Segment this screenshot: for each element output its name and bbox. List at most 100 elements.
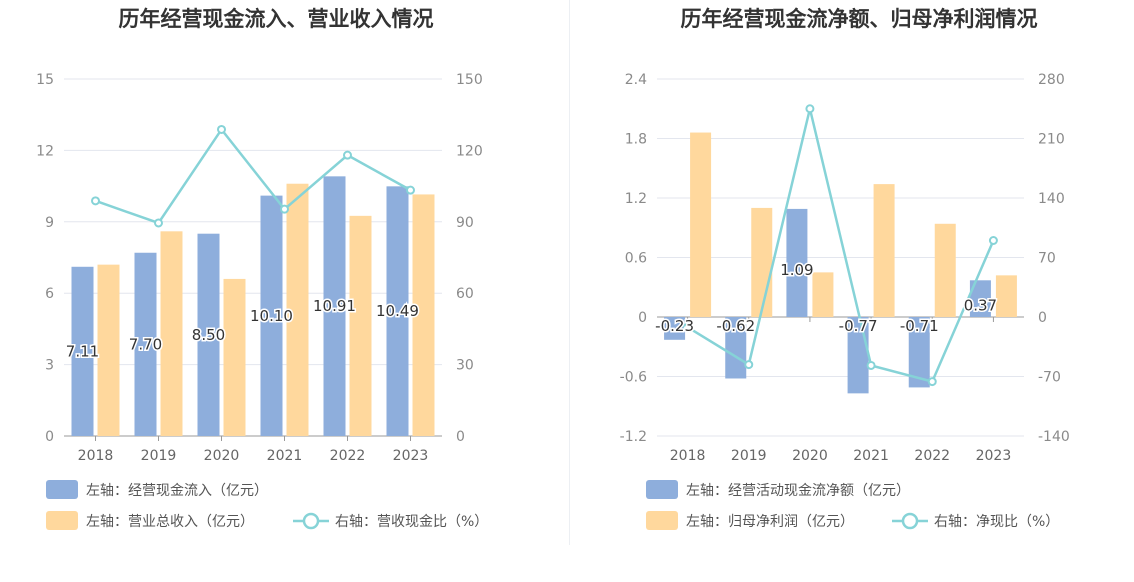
ratio-point (343, 150, 352, 160)
left-axis-tick: 12 (36, 143, 54, 159)
x-axis-tick: 2022 (914, 448, 950, 464)
data-label: 7.70 (129, 335, 162, 353)
legend-swatch (646, 511, 678, 530)
data-label: 7.11 (66, 342, 99, 360)
x-axis-tick: 2019 (141, 448, 177, 464)
right-axis-tick: 0 (456, 429, 465, 445)
ratio-point (805, 104, 815, 114)
bar-primary (386, 186, 409, 436)
legend-label: 左轴：经营活动现金流净额（亿元） (686, 483, 910, 499)
x-axis-tick: 2021 (267, 448, 303, 464)
ratio-point (988, 236, 998, 245)
panel-divider (569, 0, 570, 545)
ratio-line (686, 108, 995, 384)
x-axis-tick: 2023 (393, 448, 429, 464)
right-axis-tick: 280 (1038, 72, 1065, 88)
chart-title: 历年经营现金流入、营业收入情况 (119, 7, 434, 31)
ratio-point (280, 204, 289, 214)
bar-primary (260, 195, 283, 436)
left-axis-tick: 1.8 (625, 132, 647, 148)
right-axis-tick: 70 (1038, 251, 1056, 267)
bar-secondary (412, 194, 435, 436)
bar-primary (725, 317, 747, 379)
data-label: 10.10 (250, 307, 293, 325)
ratio-point (683, 322, 693, 332)
right-axis-tick: 90 (456, 215, 474, 231)
ratio-point (91, 196, 100, 206)
bar-secondary (751, 207, 773, 317)
data-label: -0.77 (839, 317, 878, 335)
ratio-point (744, 360, 754, 370)
legend-label: 右轴：净现比（%） (934, 514, 1059, 530)
left-axis-tick: 0.6 (625, 251, 647, 267)
legend-label: 右轴：营收现金比（%） (335, 514, 488, 530)
chart-cash-inflow-revenue: 历年经营现金流入、营业收入情况0369121503060901201502018… (36, 7, 488, 530)
left-axis-tick: 0 (638, 310, 647, 326)
ratio-line (95, 127, 412, 225)
bar-secondary (223, 278, 246, 436)
bar-primary (969, 280, 991, 317)
right-axis-tick: 210 (1038, 132, 1065, 148)
left-axis-tick: 0 (45, 429, 54, 445)
data-label: 10.49 (376, 302, 419, 320)
ratio-point (406, 185, 415, 195)
right-axis-tick: -70 (1038, 370, 1061, 386)
right-axis-tick: 120 (456, 143, 483, 159)
legend-label: 左轴：营业总收入（亿元） (86, 514, 254, 530)
bar-secondary (934, 223, 956, 317)
bar-primary (134, 252, 157, 436)
left-axis-tick: 15 (36, 72, 54, 88)
x-axis-tick: 2020 (204, 448, 240, 464)
x-axis-tick: 2023 (976, 448, 1012, 464)
legend-label: 左轴：经营现金流入（亿元） (86, 483, 268, 499)
right-axis-tick: 60 (456, 286, 474, 302)
ratio-point (154, 218, 163, 228)
chart-net-cashflow-profit: 历年经营现金流净额、归母净利润情况 -1.2 -0.6 0 0.6 1.2 1.8 2.4 -1… (620, 7, 1070, 530)
bar-secondary (349, 215, 372, 436)
data-label: -0.71 (900, 317, 939, 335)
ratio-point (927, 377, 937, 387)
bar-secondary (97, 264, 120, 436)
x-axis-tick: 2019 (731, 448, 767, 464)
x-axis-tick: 2022 (330, 448, 366, 464)
legend-swatch (646, 480, 678, 499)
legend-point-icon (901, 512, 919, 530)
legend-label: 左轴：归母净利润（亿元） (686, 513, 854, 530)
data-label: -0.62 (716, 317, 755, 335)
bar-primary (197, 233, 220, 436)
data-label: 10.91 (313, 297, 356, 315)
bar-secondary (690, 132, 712, 317)
bar-secondary (160, 231, 183, 436)
x-axis-tick: 2021 (853, 448, 889, 464)
data-label: 1.09 (780, 261, 813, 279)
bar-primary (323, 176, 346, 437)
left-axis-tick: -0.6 (620, 370, 647, 386)
chart-title: 历年经营现金流净额、归母净利润情况 (681, 7, 1038, 31)
bar-secondary (812, 272, 834, 317)
data-label: 0.37 (964, 297, 997, 315)
legend-swatch (46, 511, 78, 530)
left-axis-tick: -1.2 (620, 429, 647, 445)
ratio-point (217, 124, 226, 134)
left-axis-tick: 9 (45, 215, 54, 231)
x-axis-tick: 2020 (792, 448, 828, 464)
left-axis-tick: 3 (45, 358, 54, 374)
right-axis-tick: 0 (1038, 310, 1047, 326)
right-axis-tick: 150 (456, 72, 483, 88)
x-axis-tick: 2018 (670, 448, 706, 464)
left-axis-tick: 6 (45, 286, 54, 302)
left-axis-tick: 2.4 (625, 72, 647, 88)
bar-secondary (286, 183, 309, 436)
ratio-point (866, 360, 876, 370)
x-axis-tick: 2018 (78, 448, 114, 464)
legend-swatch (46, 480, 78, 499)
bar-primary (786, 208, 808, 317)
bar-primary (908, 317, 930, 388)
bar-primary (664, 317, 686, 340)
right-axis-tick: -140 (1038, 429, 1070, 445)
legend-point-icon (302, 512, 320, 530)
bar-secondary (873, 184, 895, 317)
data-label: -0.23 (655, 317, 694, 335)
bar-primary (71, 266, 94, 436)
right-axis-tick: 30 (456, 358, 474, 374)
